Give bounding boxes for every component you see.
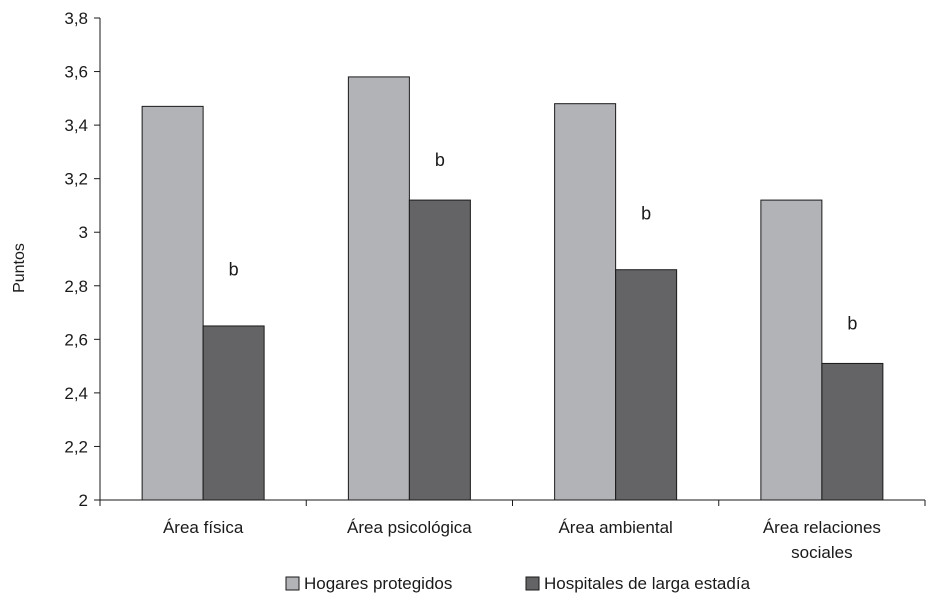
y-tick-label: 3,8: [64, 9, 88, 28]
x-category-label: Área física: [163, 518, 244, 537]
x-category-label: sociales: [791, 543, 852, 562]
legend: Hogares protegidos Hospitales de larga es…: [285, 574, 751, 593]
bar-hogares: [760, 199, 823, 501]
y-tick-label: 2,6: [64, 330, 88, 349]
legend-label: Hospitales de larga estadía: [544, 574, 751, 593]
bar-hospitales: [202, 325, 265, 501]
legend-label: Hogares protegidos: [304, 574, 452, 593]
bars: [141, 76, 884, 501]
bar-hospitales: [408, 199, 471, 501]
y-tick-label: 2: [79, 491, 88, 510]
bar-hospitales: [615, 269, 678, 501]
significance-annotation: b: [847, 313, 857, 333]
bar-hospitales: [821, 362, 884, 501]
y-tick-label: 3,2: [64, 170, 88, 189]
bar-hogares: [141, 105, 204, 501]
x-category-label: Área ambiental: [558, 518, 672, 537]
significance-annotation: b: [435, 150, 445, 170]
y-tick-label: 3,4: [64, 116, 88, 135]
y-axis-title-group: Puntos: [11, 243, 28, 293]
x-category-label: Área psicológica: [347, 518, 472, 537]
bar-hogares: [554, 103, 617, 501]
y-tick-label: 3: [79, 223, 88, 242]
legend-swatch: [285, 576, 300, 591]
y-tick-label: 2,4: [64, 384, 88, 403]
y-tick-label: 2,2: [64, 437, 88, 456]
legend-swatch: [525, 576, 540, 591]
x-category-label: Área relaciones: [763, 518, 881, 537]
annotations: b b b b: [229, 150, 858, 333]
y-axis-label: Puntos: [11, 243, 28, 293]
significance-annotation: b: [229, 260, 239, 280]
significance-annotation: b: [641, 203, 651, 223]
bar-hogares: [347, 76, 410, 501]
y-tick-label: 2,8: [64, 277, 88, 296]
y-axis: 2 2,2 2,4 2,6 2,8 3 3,2 3,4 3,6 3,8: [64, 9, 101, 510]
y-tick-label: 3,6: [64, 63, 88, 82]
x-axis: Área física Área psicológica Área ambienta…: [99, 499, 926, 562]
